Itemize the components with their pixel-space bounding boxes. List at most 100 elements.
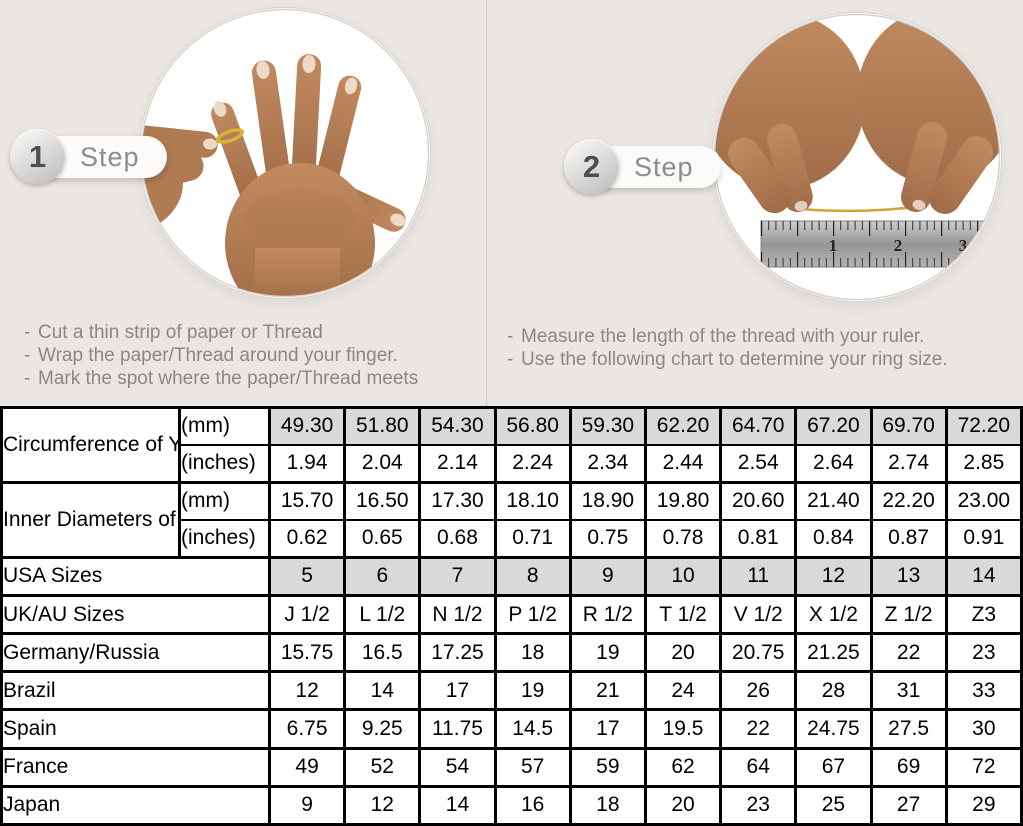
size-cell: 62 (643, 746, 723, 788)
svg-text:1: 1 (829, 236, 838, 255)
size-cell: 2.54 (719, 443, 798, 484)
table-row: Circumference of Your Finger(mm)49.3051.… (0, 406, 1023, 484)
table-row: France 49 52 54 57 59 62 64 67 69 72 (0, 746, 1023, 788)
size-cell: 17.30 (418, 480, 497, 521)
size-cell: 7 (418, 555, 497, 597)
size-cell: 2.34 (568, 443, 647, 484)
table-row: Brazil 12 14 17 19 21 24 26 28 31 33 (0, 670, 1023, 711)
size-cell: T 1/2 (643, 593, 723, 635)
size-cell: 0.65 (343, 518, 422, 559)
size-cell: V 1/2 (719, 593, 798, 635)
size-cell: 14 (343, 670, 422, 711)
size-cell: 12 (343, 784, 422, 826)
size-cell: 64.70 (719, 406, 798, 446)
size-cell: 59.30 (568, 406, 647, 446)
row-label: Japan (0, 784, 271, 826)
row-label: USA Sizes (0, 555, 271, 597)
size-cell: 10 (643, 555, 723, 597)
size-cell: 18 (568, 784, 647, 826)
size-cell: 64 (719, 746, 798, 788)
size-cell: 21.25 (794, 632, 873, 673)
measuring-thread-with-ruler-illustration: 1 2 3 (713, 13, 1001, 301)
size-cell: L 1/2 (343, 593, 422, 635)
size-cell: 9.25 (343, 708, 422, 750)
size-cell: 25 (794, 784, 873, 826)
size-cell: 18.10 (493, 480, 572, 521)
instruction-text: Cut a thin strip of paper or Thread (38, 322, 323, 343)
table-row: UK/AU Sizes J 1/2 L 1/2 N 1/2 P 1/2 R 1/2 T 1/… (0, 593, 1023, 635)
table-row: Spain 6.75 9.25 11.75 14.5 17 19.5 22 24.75 27.5 3… (0, 708, 1023, 750)
step2-number: 2 (564, 139, 619, 194)
size-cell: 54.30 (418, 406, 497, 446)
size-cell: 29 (944, 784, 1023, 826)
size-cell: 24 (643, 670, 723, 711)
size-cell: 62.20 (643, 406, 723, 446)
step1-badge: Step 1 (10, 129, 240, 185)
size-cell: 17.25 (418, 632, 497, 673)
svg-text:2: 2 (894, 236, 903, 255)
row-label: Inner Diameters of Rings (0, 480, 181, 559)
size-cell: 67 (794, 746, 873, 788)
size-cell: 28 (794, 670, 873, 711)
row-label: Spain (0, 708, 271, 750)
size-cell: 49 (267, 746, 347, 788)
size-cell: 2.24 (493, 443, 572, 484)
size-cell: 0.84 (794, 518, 873, 559)
gold-ring (215, 128, 245, 144)
dash-bullet: - (24, 368, 31, 389)
size-cell: 72.20 (944, 406, 1023, 446)
size-cell: 14.5 (493, 708, 572, 750)
size-cell: 33 (944, 670, 1023, 711)
size-cell: 22 (719, 708, 798, 750)
size-cell: 20.60 (719, 480, 798, 521)
size-cell: 27 (869, 784, 948, 826)
step2-instructions: - Measure the length of the thread with … (507, 325, 1017, 371)
size-cell: 31 (869, 670, 948, 711)
step2-badge: Step 2 (564, 139, 794, 195)
size-cell: 14 (944, 555, 1023, 597)
dash-bullet: - (507, 349, 514, 370)
table-row: Inner Diameters of Rings(mm)15.7016.5017… (0, 480, 1023, 559)
size-cell: Z3 (944, 593, 1023, 635)
size-cell: 9 (568, 555, 647, 597)
instruction-text: Wrap the paper/Thread around your finger… (38, 345, 398, 366)
size-cell: 30 (944, 708, 1023, 750)
size-cell: 24.75 (794, 708, 873, 750)
size-cell: 18 (493, 632, 572, 673)
size-cell: Z 1/2 (869, 593, 948, 635)
size-cell: 16.5 (343, 632, 422, 673)
size-cell: 2.44 (643, 443, 723, 484)
size-cell: 2.64 (794, 443, 873, 484)
size-cell: 22.20 (869, 480, 948, 521)
dash-bullet: - (24, 322, 31, 343)
size-cell: 2.14 (418, 443, 497, 484)
table-row: (inches) 1.94 2.04 2.14 2.24 2.34 2.44 2.54 2.64… (2, 443, 1023, 484)
unit-label: (mm) (178, 480, 271, 521)
size-cell: 0.91 (944, 518, 1023, 559)
size-cell: 0.68 (418, 518, 497, 559)
size-cell: 69.70 (869, 406, 948, 446)
size-cell: 15.75 (267, 632, 347, 673)
size-cell: 18.90 (568, 480, 647, 521)
size-cell: 16.50 (343, 480, 422, 521)
size-cell: 8 (493, 555, 572, 597)
size-cell: 69 (869, 746, 948, 788)
instruction-line: - Cut a thin strip of paper or Thread (24, 321, 484, 344)
size-cell: 17 (418, 670, 497, 711)
size-cell: 11 (719, 555, 798, 597)
size-cell: 54 (418, 746, 497, 788)
size-cell: 0.81 (719, 518, 798, 559)
size-cell: 26 (719, 670, 798, 711)
step1-instructions: - Cut a thin strip of paper or Thread - … (24, 321, 484, 390)
size-cell: 5 (267, 555, 347, 597)
size-cell: 21 (568, 670, 647, 711)
size-cell: 2.85 (944, 443, 1023, 484)
instruction-text: Measure the length of the thread with yo… (521, 326, 925, 347)
instruction-line: - Wrap the paper/Thread around your fing… (24, 344, 484, 367)
size-cell: 27.5 (869, 708, 948, 750)
size-cell: 19 (568, 632, 647, 673)
unit-label: (mm) (178, 406, 271, 446)
size-cell: 0.78 (643, 518, 723, 559)
table-row: USA Sizes 5 6 7 8 9 10 11 12 13 14 (0, 555, 1023, 597)
